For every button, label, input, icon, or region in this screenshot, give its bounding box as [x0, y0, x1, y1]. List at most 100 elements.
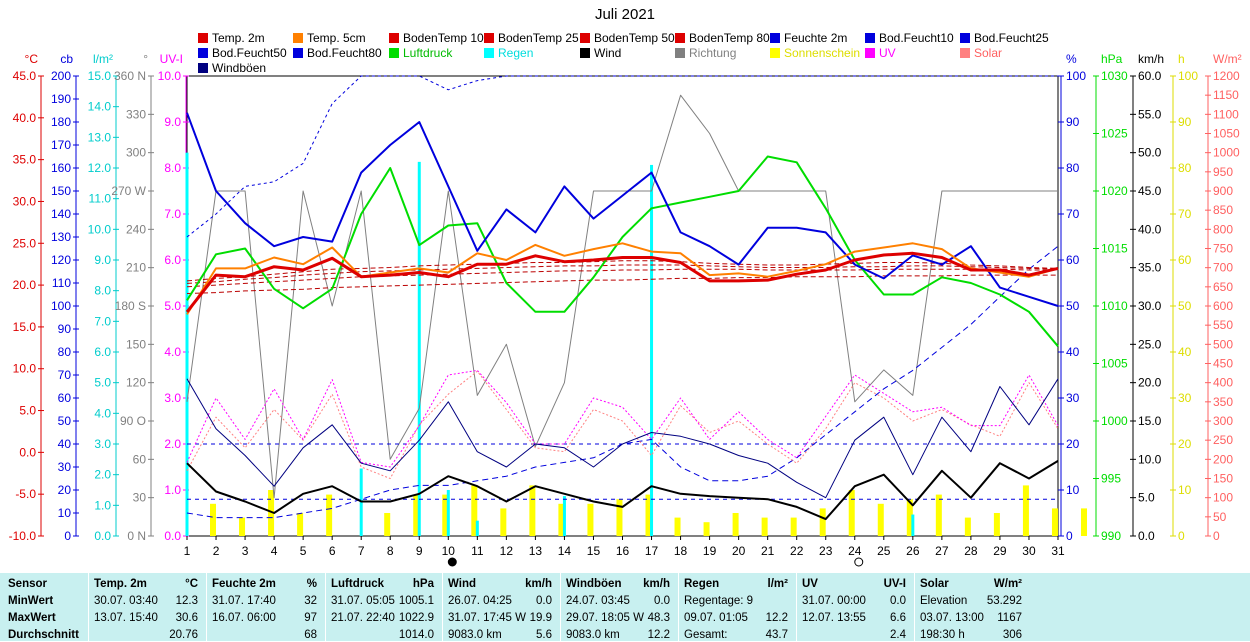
x-tick-label: 27 [935, 544, 949, 558]
tick-label: 20 [58, 483, 72, 497]
x-tick-label: 3 [242, 544, 249, 558]
tick-label: 70 [58, 368, 72, 382]
tick-label: 10 [58, 506, 72, 520]
tick-label: 60.0 [1138, 69, 1162, 83]
tick-label: 70 [1178, 207, 1192, 221]
stats-cell-value: 48.3 [647, 612, 670, 624]
stats-cell-info: 31.07. 05:05 [331, 595, 395, 607]
legend-item: Bod.Feucht25 [960, 31, 1049, 45]
tick-label: 1015 [1101, 242, 1128, 256]
stats-row-label: Durchschnitt [8, 629, 79, 641]
legend-swatch [865, 48, 875, 58]
x-tick-label: 23 [819, 544, 833, 558]
stats-divider [442, 573, 443, 641]
tick-label: 150 [126, 337, 146, 351]
stats-cell-value: 1167 [997, 612, 1022, 624]
axis-unit-hpa: hPa [1101, 52, 1123, 66]
tick-label: 15.0 [88, 69, 112, 83]
tick-label: 1020 [1101, 184, 1128, 198]
tick-label: 0.0 [19, 445, 36, 459]
stats-cell-value: 30.6 [175, 612, 198, 624]
tick-label: 210 [126, 261, 146, 275]
legend-label: Solar [974, 46, 1003, 60]
tick-label: -10.0 [9, 529, 37, 543]
tick-label: 8.0 [94, 284, 111, 298]
stats-cell-info: 9083.0 km [448, 629, 502, 641]
legend-item: Feuchte 2m [770, 31, 847, 45]
tick-label: 0.0 [1138, 529, 1155, 543]
tick-label: 60 [133, 452, 147, 466]
axis-unit-rain: l/m² [93, 52, 113, 66]
series-solar [186, 370, 1059, 479]
stats-cell-value: 306 [1002, 629, 1022, 641]
legend-swatch [865, 33, 875, 43]
tick-label: 2.0 [164, 437, 181, 451]
tick-label: 0 [1178, 529, 1185, 543]
tick-label: 120 [126, 376, 146, 390]
tick-label: 190 [51, 92, 71, 106]
stats-cell-info: 31.07. 17:45 W [448, 612, 526, 624]
stats-cell-value: 43.7 [765, 629, 788, 641]
legend-swatch [389, 48, 399, 58]
sunshine-bar [326, 494, 333, 536]
tick-label: 6.0 [164, 253, 181, 267]
tick-label: 70 [1066, 207, 1080, 221]
tick-label: 3.0 [94, 437, 111, 451]
stats-header-unit: km/h [643, 578, 670, 590]
stats-divider [678, 573, 679, 641]
sunshine-bar [703, 522, 710, 536]
tick-label: 1005 [1101, 357, 1128, 371]
legend-label: BodenTemp 50 [594, 31, 675, 45]
tick-label: 400 [1213, 376, 1233, 390]
legend-swatch [484, 33, 494, 43]
stats-cell-value: 53.292 [986, 595, 1022, 607]
x-tick-label: 17 [645, 544, 659, 558]
x-tick-label: 19 [703, 544, 717, 558]
legend-item: Regen [484, 46, 533, 60]
x-tick-label: 13 [529, 544, 543, 558]
tick-label: 600 [1213, 299, 1233, 313]
stats-cell-value: 97 [304, 612, 317, 624]
tick-label: 45.0 [1138, 184, 1162, 198]
stats-row-label: MinWert [8, 595, 54, 607]
sunshine-bar [616, 499, 623, 536]
tick-label: 11.0 [89, 192, 112, 206]
stats-header: Sensor [8, 578, 47, 590]
legend-item: Sonnenschein [770, 46, 860, 60]
tick-label: 150 [1213, 472, 1233, 486]
tick-label: -5.0 [15, 487, 36, 501]
tick-label: 900 [1213, 184, 1233, 198]
tick-label: 20 [1178, 437, 1192, 451]
sunshine-bar [587, 503, 594, 536]
new-moon-icon [447, 557, 457, 567]
tick-label: 180 [51, 115, 71, 129]
x-tick-label: 2 [213, 544, 220, 558]
tick-label: 700 [1213, 261, 1233, 275]
tick-label: 10 [1178, 483, 1192, 497]
stats-cell-info: 198:30 h [920, 629, 965, 641]
sunshine-bar [1051, 508, 1058, 536]
legend-swatch [293, 33, 303, 43]
x-tick-label: 18 [674, 544, 688, 558]
stats-divider [796, 573, 797, 641]
stats-divider [325, 573, 326, 641]
tick-label: 50 [58, 414, 72, 428]
legend-item: Wind [580, 46, 621, 60]
stats-row-label: MaxWert [8, 612, 56, 624]
tick-label: 5.0 [164, 299, 181, 313]
legend-item: BodenTemp 10 [389, 31, 484, 45]
legend-item: UV [865, 46, 896, 60]
series-feuchte-2m [186, 112, 1059, 307]
legend-item: Temp. 2m [198, 31, 265, 45]
series-bodentemp-10 [186, 260, 1059, 282]
x-tick-label: 15 [587, 544, 601, 558]
sunshine-bar [964, 517, 971, 536]
axis-unit-wm2: W/m² [1213, 52, 1242, 66]
tick-label: 850 [1213, 203, 1233, 217]
tick-label: 90 O [120, 414, 146, 428]
tick-label: 12.0 [88, 161, 112, 175]
legend-swatch [675, 48, 685, 58]
tick-label: 0 [1066, 529, 1073, 543]
stats-header-unit: l/m² [767, 578, 788, 590]
tick-label: 0.0 [94, 529, 111, 543]
